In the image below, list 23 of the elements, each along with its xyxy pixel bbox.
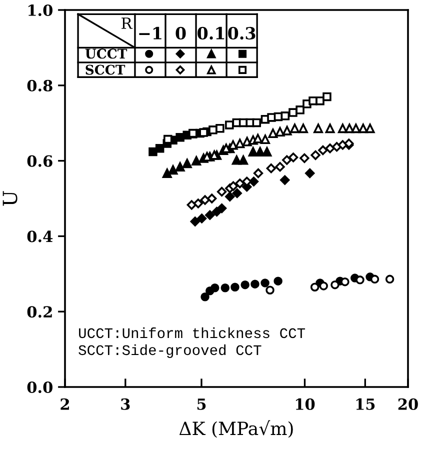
annotation: 0	[176, 26, 186, 40]
y-tick-label: 0.0	[27, 381, 52, 394]
x-tick-label: 15	[356, 398, 375, 410]
annotation: 0.1	[198, 26, 224, 40]
x-tick-label: 2	[60, 398, 69, 410]
y-axis-title: U	[2, 191, 18, 206]
y-tick-label: 0.6	[27, 155, 52, 167]
annotation: 0.3	[228, 26, 256, 40]
y-tick-label: 1.0	[28, 4, 52, 16]
legend-label: SCCT	[86, 64, 126, 75]
x-tick-label: 5	[197, 398, 206, 410]
legend-label: UCCT	[85, 48, 128, 59]
x-tick-label: 20	[398, 398, 418, 410]
y-tick-label: 0.4	[27, 230, 53, 242]
annotation: −1	[139, 26, 162, 40]
x-axis-title: ΔK (MPa√m)	[179, 420, 293, 438]
x-tick-label: 3	[121, 398, 130, 410]
annotation: UCCT:Uniform thickness CCT	[79, 327, 306, 338]
y-tick-label: 0.8	[27, 80, 52, 92]
x-tick-label: 10	[296, 398, 315, 410]
y-tick-label: 0.2	[27, 306, 52, 318]
annotation: R	[122, 18, 133, 29]
annotation: SCCT:Side-grooved CCT	[78, 344, 262, 358]
